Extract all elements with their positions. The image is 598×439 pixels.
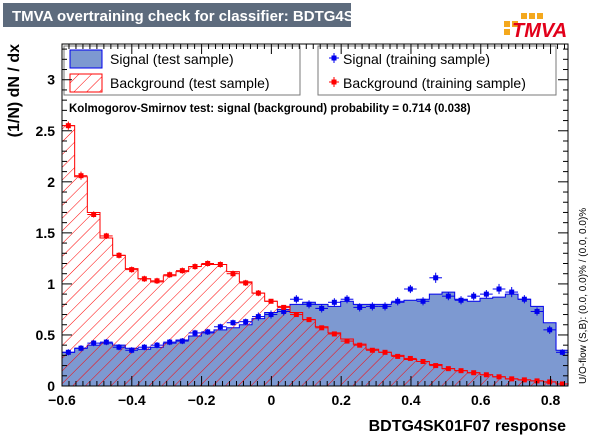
y-axis-label: (1/N) dN / dx	[6, 44, 23, 137]
x-tick-label: 0.2	[331, 392, 351, 408]
x-tick-label: −0.2	[188, 392, 216, 408]
y-tick-label: 1.5	[36, 225, 56, 241]
x-tick-label: 0.6	[471, 392, 491, 408]
y-tick-label: 1	[47, 276, 55, 292]
x-tick-label: 0.4	[401, 392, 421, 408]
tmva-logo-text: TMVA	[512, 20, 567, 42]
legend-signal-test-label: Signal (test sample)	[110, 51, 234, 67]
legend-signal-test-swatch	[70, 50, 102, 68]
tmva-logo: TMVA	[504, 13, 567, 42]
x-axis-label: BDTG4SK01F07 response	[369, 418, 567, 435]
x-tick-label: −0.4	[118, 392, 146, 408]
x-tick-label: 0	[267, 392, 275, 408]
y-tick-label: 0	[47, 378, 55, 394]
chart-title: TMVA overtraining check for classifier: …	[12, 8, 407, 25]
y-tick-label: 2.5	[36, 123, 56, 139]
legend-signal-train-label: Signal (training sample)	[343, 51, 490, 67]
y-tick-label: 3	[47, 72, 55, 88]
y-tick-label: 0.5	[36, 327, 56, 343]
ks-test-text: Kolmogorov-Smirnov test: signal (backgro…	[69, 103, 471, 115]
x-tick-label: 0.8	[541, 392, 561, 408]
legend-background-test-label: Background (test sample)	[110, 75, 270, 91]
legend-background-test-swatch	[70, 74, 102, 92]
y-tick-label: 2	[47, 174, 55, 190]
x-tick-label: −0.6	[48, 392, 76, 408]
legend-background-train-label: Background (training sample)	[343, 75, 526, 91]
overflow-note: U/O-flow (S,B): (0.0, 0.0)% / (0.0, 0.0)…	[578, 208, 589, 384]
